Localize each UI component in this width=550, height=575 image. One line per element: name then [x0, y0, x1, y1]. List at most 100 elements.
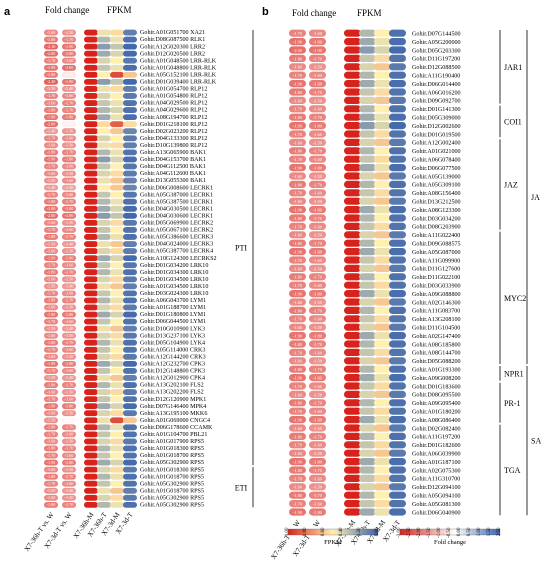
heatmap-cell	[97, 353, 111, 360]
heatmap-cell	[289, 332, 306, 340]
heatmap-cell	[44, 368, 58, 374]
cell-value-label: -1.80	[293, 401, 302, 406]
heatmap-cell	[344, 441, 361, 449]
heatmap-cell	[97, 177, 111, 184]
gene-label: Gohir.A01G018700 RPS5	[140, 488, 204, 494]
group-label: SA	[531, 437, 541, 446]
heatmap-cell	[97, 424, 111, 431]
heatmap-cell	[344, 138, 361, 146]
heatmap-cell	[84, 205, 98, 212]
heatmap-cell	[309, 357, 326, 365]
gene-label: Gohir.A01G193300	[412, 368, 461, 374]
heatmap-cell	[123, 403, 137, 410]
fold-legend-tick: -1.50	[427, 527, 432, 538]
heatmap-cell	[97, 29, 111, 36]
gene-label: Gohir.A05G067100 LECRK2	[140, 228, 213, 234]
cell-value-label: -1.80	[293, 90, 302, 95]
heatmap-cell	[110, 64, 124, 71]
heatmap-cell	[289, 508, 306, 516]
gene-label: Gohir.A11G083700	[412, 309, 460, 315]
gene-label: Gohir.D04G024000 LECRK3	[140, 242, 213, 248]
gene-label: Gohir.A12G012900 CPK4	[140, 376, 205, 382]
heatmap-cell	[44, 318, 58, 325]
heatmap-cell	[309, 147, 326, 155]
cell-value-label: -1.70	[47, 136, 56, 141]
gene-label: Gohir.D06G008600 LECRK1	[140, 185, 213, 191]
heatmap-cell	[110, 43, 124, 50]
cell-value-label: -1.80	[313, 510, 322, 515]
heatmap-cell	[309, 105, 326, 113]
gene-label: Gohir.D10G139800 RLP12	[140, 143, 207, 149]
heatmap-cell	[62, 283, 76, 290]
heatmap-cell	[97, 50, 111, 57]
heatmap-cell	[62, 241, 76, 247]
heatmap-cell	[44, 86, 58, 92]
gene-label: Gohir.A06G016200	[412, 90, 461, 96]
heatmap-cell	[289, 38, 306, 46]
gene-label: Gohir.A06G043700 LYM1	[140, 298, 206, 304]
heatmap-cell	[374, 80, 391, 88]
heatmap-cell	[44, 262, 58, 269]
heatmap-cell	[97, 234, 111, 240]
heatmap-cell	[84, 78, 98, 85]
heatmap-cell	[110, 163, 124, 170]
gene-label: Gohir.A04G112600 BAK1	[140, 171, 206, 177]
heatmap-cell	[309, 449, 326, 457]
heatmap-cell	[309, 500, 326, 508]
heatmap-cell	[309, 332, 326, 340]
heatmap-cell	[289, 113, 306, 121]
cell-value-label: -1.90	[47, 206, 56, 211]
heatmap-cell	[84, 241, 98, 247]
heatmap-cell	[44, 410, 58, 417]
gene-label: Gohir.D04G030600 LECRK1	[140, 213, 213, 219]
heatmap-cell	[389, 105, 406, 113]
heatmap-cell	[62, 121, 76, 128]
heatmap-cell	[309, 46, 326, 54]
heatmap-cell	[309, 441, 326, 449]
heatmap-cell	[309, 189, 326, 197]
heatmap-cell	[44, 43, 58, 50]
cell-value-label: -1.50	[65, 220, 74, 225]
heatmap-cell	[97, 255, 111, 262]
cell-value-label: -1.70	[65, 234, 74, 239]
cell-value-label: -1.60	[293, 426, 302, 431]
heatmap-cell	[389, 416, 406, 424]
cell-value-label: -1.50	[47, 375, 56, 380]
cell-value-label: -1.70	[293, 132, 302, 137]
cell-value-label: -1.90	[47, 403, 56, 408]
heatmap-cell	[309, 206, 326, 214]
cell-value-label: -1.90	[47, 255, 56, 260]
heatmap-cell	[344, 222, 361, 230]
heatmap-cell	[344, 365, 361, 373]
heatmap-cell	[97, 290, 111, 297]
heatmap-cell	[389, 332, 406, 340]
heatmap-cell	[123, 43, 137, 50]
heatmap-cell	[289, 29, 306, 37]
cell-value-label: -1.50	[65, 277, 74, 282]
fold-legend-bar	[399, 528, 501, 536]
heatmap-cell	[44, 431, 58, 438]
gene-label: Gohir.A04G029600 RLP12	[140, 108, 207, 114]
heatmap-cell	[123, 368, 137, 374]
heatmap-cell	[44, 100, 58, 106]
gene-label: Gohir.A11G310700	[412, 477, 460, 483]
heatmap-cell	[62, 452, 76, 459]
cell-value-label: -1.70	[65, 474, 74, 479]
heatmap-cell	[359, 298, 376, 306]
heatmap-cell	[62, 212, 76, 219]
cell-value-label: -1.50	[313, 174, 322, 179]
heatmap-cell	[344, 54, 361, 62]
cell-value-label: -1.80	[293, 275, 302, 280]
heatmap-cell	[374, 424, 391, 432]
heatmap-cell	[84, 360, 98, 367]
heatmap-cell	[62, 149, 76, 156]
heatmap-cell	[44, 248, 58, 254]
heatmap-cell	[110, 283, 124, 290]
heatmap-cell	[389, 273, 406, 281]
cell-value-label: -1.60	[65, 368, 74, 373]
heatmap-cell	[62, 100, 76, 106]
gene-label: Gohir.D01G183600	[412, 384, 461, 390]
heatmap-cell	[110, 156, 124, 163]
heatmap-cell	[344, 491, 361, 499]
heatmap-cell	[110, 71, 124, 78]
